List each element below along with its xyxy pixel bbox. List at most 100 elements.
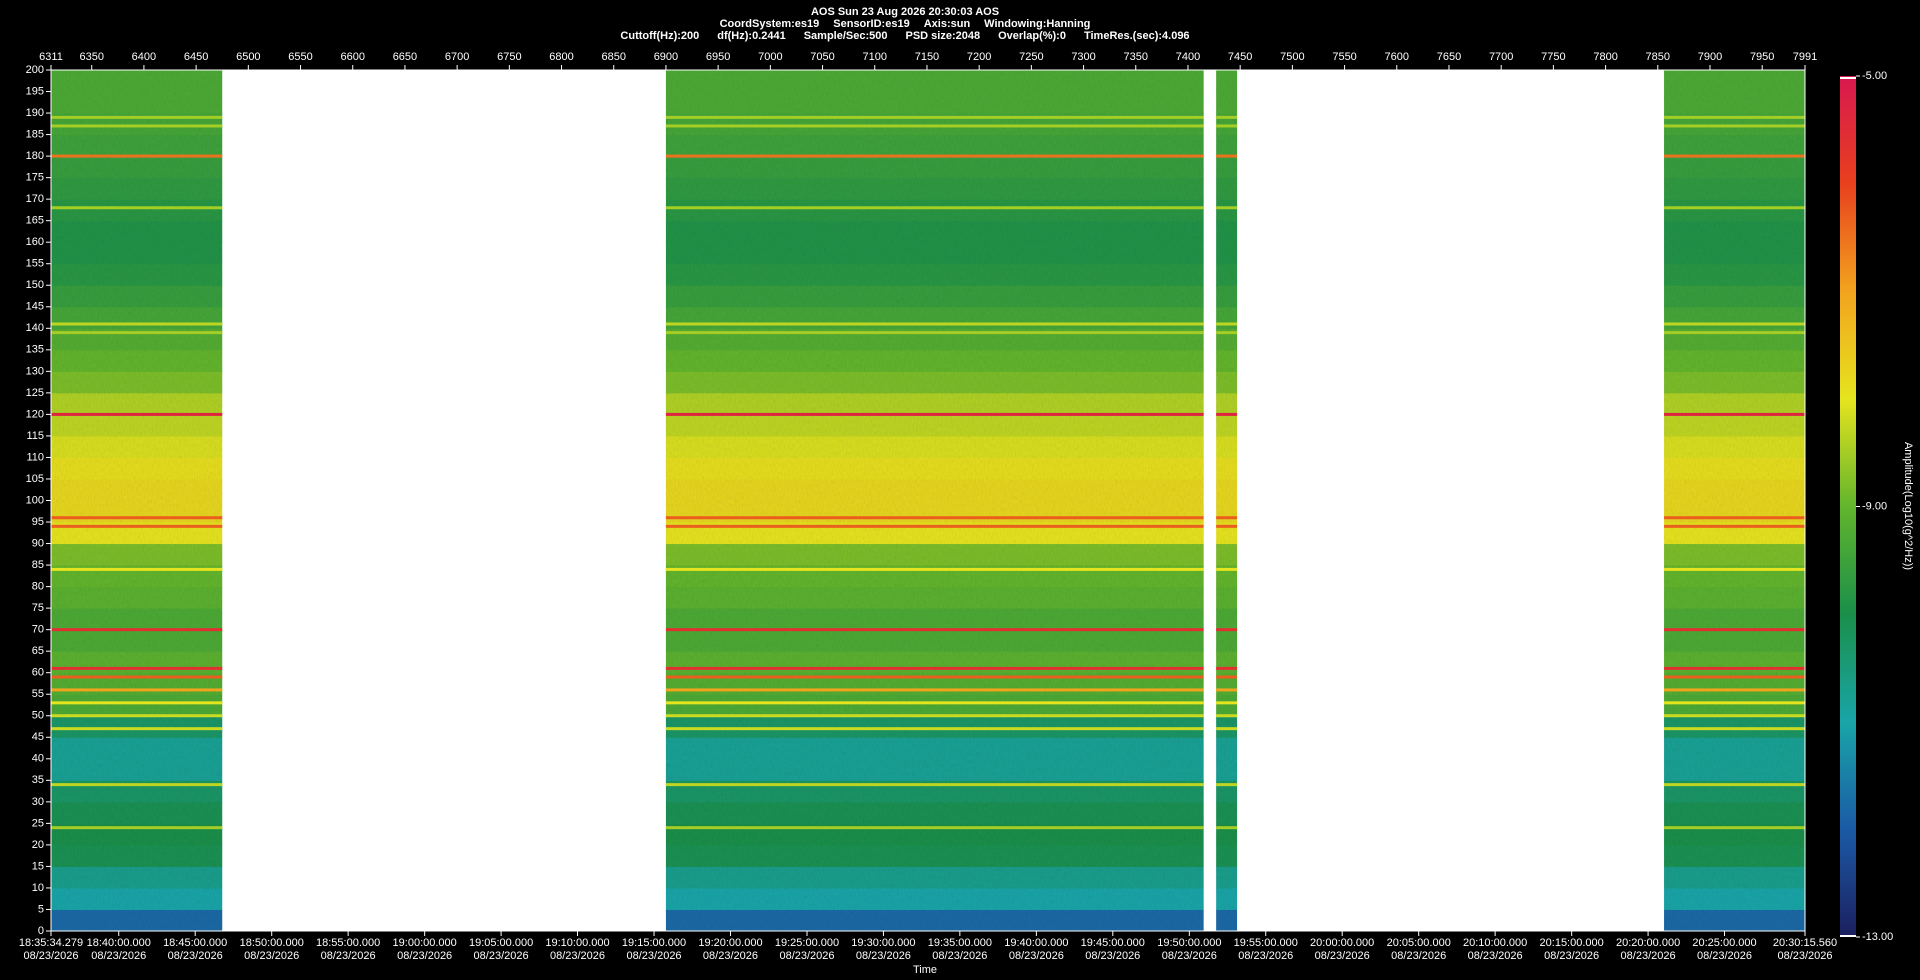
y-tick-label: 165: [26, 215, 44, 227]
tone-line: [1216, 783, 1238, 787]
x-tick-label: 6500: [236, 51, 260, 63]
y-tick-label: 55: [32, 688, 44, 700]
header-item: Cuttoff(Hz):200: [620, 30, 699, 42]
time-tick-label: 19:15:00.000: [622, 937, 686, 949]
tone-line: [665, 115, 1204, 119]
data-segment: [665, 70, 1204, 932]
time-tick-label: 18:35:34.279: [19, 937, 83, 949]
y-tick-label: 25: [32, 817, 44, 829]
x-tick-label: 6950: [706, 51, 730, 63]
tone-line: [1216, 322, 1238, 326]
colorbar-tick-label: -5.00: [1862, 70, 1887, 82]
noise-texture: [1216, 70, 1238, 931]
tone-line: [1664, 331, 1805, 335]
tone-line: [665, 666, 1204, 670]
tone-line: [51, 628, 223, 632]
tone-line: [1216, 154, 1238, 158]
time-tick-label: 19:50:00.000: [1157, 937, 1221, 949]
tone-line: [1216, 524, 1238, 528]
header-item: Sample/Sec:500: [804, 30, 888, 42]
time-tick-label: 18:45:00.000: [163, 937, 227, 949]
y-tick-label: 95: [32, 516, 44, 528]
y-tick-label: 125: [26, 387, 44, 399]
x-tick-label: 7900: [1698, 51, 1722, 63]
x-tick-label: 7200: [967, 51, 991, 63]
header-line: Cuttoff(Hz):200 df(Hz):0.2441 Sample/Sec:5…: [620, 30, 1189, 42]
tone-line: [665, 524, 1204, 528]
y-tick-label: 140: [26, 322, 44, 334]
noise-texture: [665, 70, 1204, 931]
y-tick-label: 75: [32, 602, 44, 614]
y-tick-label: 110: [26, 451, 44, 463]
tone-line: [1216, 567, 1238, 571]
tone-line: [1664, 124, 1805, 128]
time-tick-date: 08/23/2026: [1391, 950, 1446, 962]
data-segment: [1664, 70, 1805, 932]
x-tick-label: 6650: [393, 51, 417, 63]
tone-line: [665, 322, 1204, 326]
x-tick-label: 7400: [1176, 51, 1200, 63]
tone-line: [665, 516, 1204, 520]
tone-line: [51, 412, 223, 416]
y-tick-label: 10: [32, 882, 44, 894]
x-tick-label: 6450: [184, 51, 208, 63]
x-tick-label: 7050: [810, 51, 834, 63]
time-tick-label: 20:20:00.000: [1616, 937, 1680, 949]
header-item: Axis:sun: [924, 18, 971, 30]
y-tick-label: 20: [32, 839, 44, 851]
time-tick-date: 08/23/2026: [397, 950, 452, 962]
header-item: Windowing:Hanning: [984, 18, 1090, 30]
tone-line: [665, 783, 1204, 787]
x-tick-label: 6700: [445, 51, 469, 63]
tone-line: [1664, 714, 1805, 718]
y-tick-label: 105: [26, 473, 44, 485]
time-tick-label: 19:45:00.000: [1081, 937, 1145, 949]
x-tick-label: 7550: [1332, 51, 1356, 63]
y-tick-label: 185: [26, 128, 44, 140]
tone-line: [1664, 826, 1805, 830]
tone-line: [665, 701, 1204, 705]
tone-line: [665, 714, 1204, 718]
time-tick-date: 08/23/2026: [1009, 950, 1064, 962]
y-tick-label: 0: [38, 925, 44, 937]
x-tick-label: 6800: [549, 51, 573, 63]
header-item: PSD size:2048: [906, 30, 981, 42]
x-tick-label: 7500: [1280, 51, 1304, 63]
colorbar-tick-label: -13.00: [1862, 931, 1893, 943]
y-tick-label: 190: [26, 107, 44, 119]
time-tick-label: 20:00:00.000: [1310, 937, 1374, 949]
time-tick-date: 08/23/2026: [474, 950, 529, 962]
y-tick-label: 160: [26, 236, 44, 248]
time-tick-label: 19:10:00.000: [545, 937, 609, 949]
y-tick-label: 60: [32, 667, 44, 679]
tone-line: [1216, 516, 1238, 520]
y-tick-label: 45: [32, 731, 44, 743]
header-line: CoordSystem:es19 SensorID:es19 Axis:sun Win…: [720, 18, 1091, 30]
colorbar-tick-label: -9.00: [1862, 500, 1887, 512]
time-tick-date: 08/23/2026: [1162, 950, 1217, 962]
time-tick-label: 18:40:00.000: [87, 937, 151, 949]
x-tick-label: 7950: [1750, 51, 1774, 63]
tone-line: [665, 412, 1204, 416]
tone-line: [1216, 688, 1238, 692]
x-tick-label: 6750: [497, 51, 521, 63]
tone-line: [51, 675, 223, 679]
time-tick-date: 08/23/2026: [23, 950, 78, 962]
x-tick-label: 7450: [1228, 51, 1252, 63]
x-tick-label: 7250: [1019, 51, 1043, 63]
tone-line: [1664, 154, 1805, 158]
y-tick-label: 80: [32, 581, 44, 593]
tone-line: [1664, 666, 1805, 670]
data-segment: [1216, 70, 1238, 932]
tone-line: [1216, 206, 1238, 210]
tone-line: [51, 701, 223, 705]
y-tick-label: 180: [26, 150, 44, 162]
time-tick-date: 08/23/2026: [856, 950, 911, 962]
tone-line: [1664, 115, 1805, 119]
tone-line: [1664, 701, 1805, 705]
x-tick-label: 7000: [758, 51, 782, 63]
y-tick-label: 30: [32, 796, 44, 808]
time-tick-label: 19:40:00.000: [1004, 937, 1068, 949]
time-tick-label: 20:05:00.000: [1387, 937, 1451, 949]
y-tick-label: 145: [26, 301, 44, 313]
